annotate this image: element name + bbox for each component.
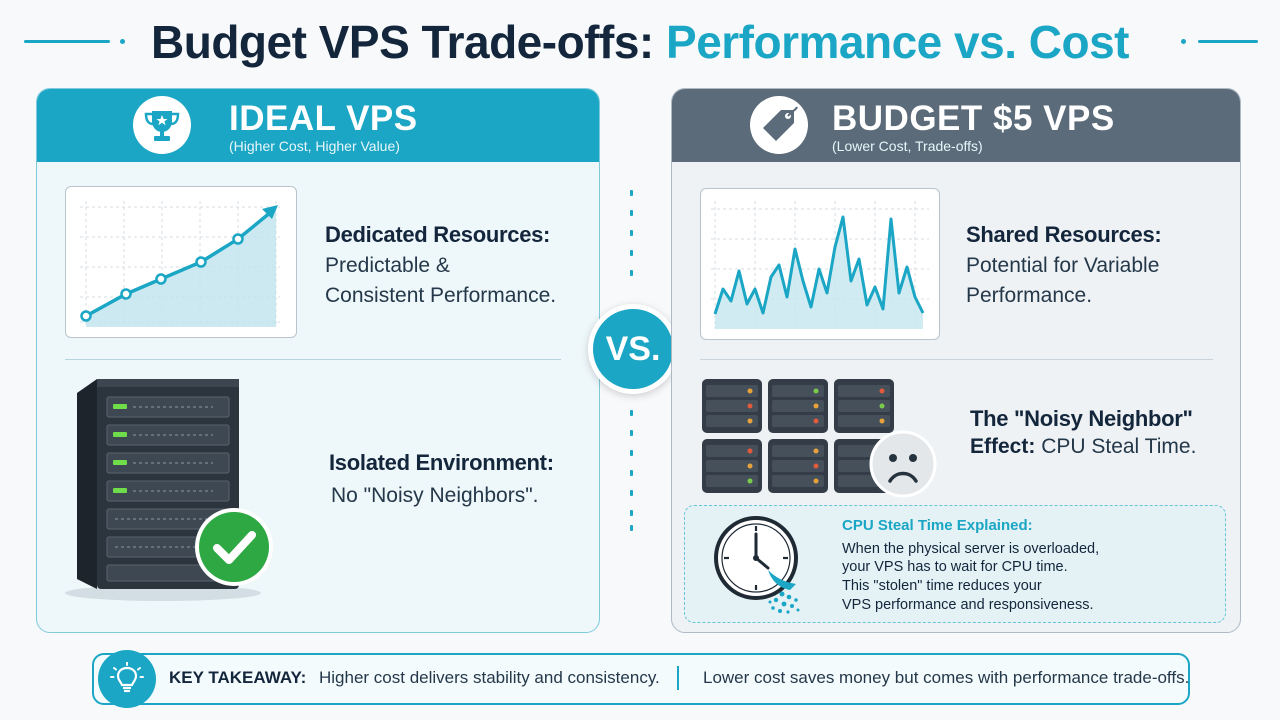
key-takeaway-low-cost: Lower cost saves money but comes with pe… (703, 668, 1190, 687)
title-part-accent: Performance vs. Cost (666, 16, 1129, 68)
cpu-steal-explainer-line: This "stolen" time reduces your (842, 578, 1042, 594)
shared-resources-desc-line2: Performance. (966, 284, 1093, 307)
price-tag-icon (750, 96, 808, 154)
lightbulb-icon (98, 650, 156, 708)
ideal-vps-title: IDEAL VPS (229, 99, 418, 138)
budget-vps-title: BUDGET $5 VPS (832, 99, 1115, 138)
right-panel-divider (700, 359, 1213, 360)
ideal-vps-subtitle: (Higher Cost, Higher Value) (229, 138, 400, 154)
separator-dot (630, 270, 633, 276)
separator-dot (630, 490, 633, 496)
sad-face-icon (868, 429, 938, 499)
title-part-main: Budget VPS Trade-offs: (151, 16, 654, 68)
dedicated-resources-desc-line2: Consistent Performance. (325, 284, 557, 307)
vs-badge: VS. (588, 304, 678, 394)
page-title: Budget VPS Trade-offs: Performance vs. C… (0, 14, 1280, 70)
separator-dot (630, 250, 633, 256)
noisy-neighbor-title: The "Noisy Neighbor" (970, 406, 1193, 431)
budget-vps-subtitle: (Lower Cost, Trade-offs) (832, 138, 983, 154)
cpu-steal-explainer-line: VPS performance and responsiveness. (842, 597, 1094, 613)
key-takeaway-label: KEY TAKEAWAY: (169, 668, 307, 687)
budget-vps-header: BUDGET $5 VPS (Lower Cost, Trade-offs) (672, 89, 1240, 162)
separator-dot (630, 430, 633, 436)
separator-dot (630, 410, 633, 416)
isolated-environment-title: Isolated Environment: (329, 450, 554, 475)
clock-icon (710, 514, 820, 616)
trophy-icon (133, 96, 191, 154)
left-panel-divider (65, 359, 561, 360)
separator-dot (630, 525, 633, 531)
checkmark-icon (193, 506, 275, 588)
isolated-environment-desc: No "Noisy Neighbors". (331, 484, 539, 507)
key-takeaway-high-cost: Higher cost delivers stability and consi… (319, 668, 660, 687)
shared-resources-desc-line1: Potential for Variable (966, 254, 1160, 277)
title-decoration-line-left (24, 40, 110, 43)
cpu-steal-explainer-title: CPU Steal Time Explained: (842, 517, 1033, 534)
noisy-neighbor-effect-label: Effect: (970, 435, 1036, 458)
cpu-steal-explainer-line: When the physical server is overloaded, (842, 541, 1100, 557)
key-takeaway-separator (677, 666, 679, 690)
noisy-neighbor-effect-text: CPU Steal Time. (1041, 435, 1197, 458)
title-decoration-dot-right (1181, 39, 1186, 44)
consistent-performance-chart (65, 186, 297, 338)
dedicated-server-icon (63, 375, 283, 605)
shared-resources-title: Shared Resources: (966, 222, 1162, 247)
key-takeaway-bar (92, 653, 1190, 705)
title-decoration-line-right (1198, 40, 1258, 43)
separator-dot (630, 190, 633, 196)
separator-dot (630, 450, 633, 456)
ideal-vps-header: IDEAL VPS (Higher Cost, Higher Value) (37, 89, 599, 162)
variable-performance-chart (700, 188, 940, 340)
dedicated-resources-desc-line1: Predictable & (325, 254, 450, 277)
cpu-steal-explainer-line: your VPS has to wait for CPU time. (842, 559, 1068, 575)
noisy-neighbor-desc: Effect: CPU Steal Time. (970, 435, 1196, 459)
dedicated-resources-title: Dedicated Resources: (325, 222, 551, 247)
title-decoration-dot-left (120, 39, 125, 44)
separator-dot (630, 510, 633, 516)
separator-dot (630, 230, 633, 236)
ideal-vps-panel: IDEAL VPS (Higher Cost, Higher Value) De… (36, 88, 600, 633)
separator-dot (630, 210, 633, 216)
separator-dot (630, 470, 633, 476)
